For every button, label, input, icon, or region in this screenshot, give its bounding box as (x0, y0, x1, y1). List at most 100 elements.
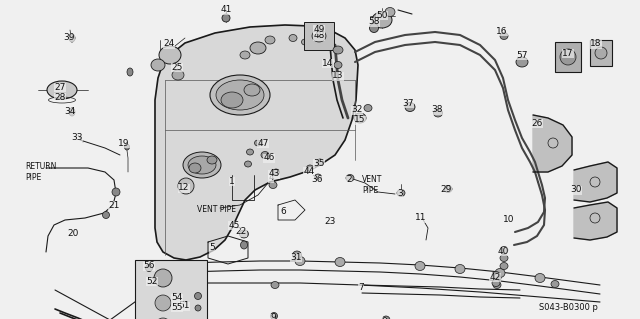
Ellipse shape (151, 59, 165, 71)
Ellipse shape (112, 188, 120, 196)
Ellipse shape (271, 313, 278, 319)
Ellipse shape (172, 70, 184, 80)
Text: 51: 51 (179, 301, 189, 310)
Text: 36: 36 (311, 174, 323, 183)
Text: 12: 12 (179, 183, 189, 192)
Ellipse shape (261, 152, 269, 159)
Ellipse shape (433, 109, 442, 117)
Ellipse shape (535, 273, 545, 283)
Text: 47: 47 (257, 138, 269, 147)
Ellipse shape (250, 42, 266, 54)
Text: 7: 7 (358, 283, 364, 292)
Ellipse shape (207, 156, 217, 164)
Text: 44: 44 (303, 167, 315, 175)
Ellipse shape (145, 264, 152, 271)
Ellipse shape (493, 281, 501, 288)
Ellipse shape (312, 30, 326, 42)
Ellipse shape (444, 186, 452, 192)
Ellipse shape (265, 36, 275, 44)
Ellipse shape (500, 247, 508, 254)
Ellipse shape (493, 275, 501, 281)
Text: 39: 39 (63, 33, 75, 41)
Ellipse shape (346, 174, 354, 182)
Ellipse shape (69, 34, 75, 42)
Text: 40: 40 (497, 247, 509, 256)
Text: 46: 46 (263, 153, 275, 162)
Ellipse shape (516, 57, 528, 67)
Ellipse shape (333, 46, 343, 54)
Ellipse shape (595, 47, 607, 59)
Ellipse shape (47, 81, 77, 99)
Text: 34: 34 (64, 108, 76, 116)
Text: VENT PIPE: VENT PIPE (197, 204, 236, 213)
Bar (135, 260, 207, 319)
Ellipse shape (210, 75, 270, 115)
Ellipse shape (241, 241, 248, 249)
Ellipse shape (154, 269, 172, 287)
Ellipse shape (500, 255, 508, 262)
Text: 58: 58 (368, 18, 380, 26)
Ellipse shape (221, 92, 243, 108)
Polygon shape (574, 202, 617, 240)
Bar (555, 42, 581, 72)
Ellipse shape (273, 169, 280, 175)
Ellipse shape (301, 39, 308, 45)
Bar (590, 40, 612, 66)
Ellipse shape (385, 8, 395, 17)
Text: 18: 18 (590, 40, 602, 48)
Ellipse shape (307, 165, 314, 171)
Text: 33: 33 (71, 132, 83, 142)
Ellipse shape (295, 256, 305, 265)
Text: 19: 19 (118, 138, 130, 147)
Text: 26: 26 (531, 118, 543, 128)
Ellipse shape (495, 269, 505, 278)
Text: 24: 24 (163, 40, 175, 48)
Ellipse shape (127, 68, 133, 76)
Ellipse shape (69, 108, 75, 116)
Ellipse shape (188, 156, 216, 174)
Ellipse shape (405, 102, 415, 112)
Ellipse shape (292, 251, 301, 259)
Ellipse shape (125, 144, 129, 150)
Text: 13: 13 (332, 71, 344, 80)
Ellipse shape (159, 46, 181, 64)
Text: 37: 37 (403, 99, 413, 108)
Ellipse shape (500, 33, 508, 40)
Ellipse shape (492, 271, 500, 278)
Text: 5: 5 (209, 243, 215, 253)
Ellipse shape (551, 280, 559, 287)
Text: 3: 3 (397, 189, 403, 197)
Text: 55: 55 (172, 302, 183, 311)
Ellipse shape (415, 262, 425, 271)
Text: 23: 23 (324, 218, 336, 226)
Text: 21: 21 (108, 201, 120, 210)
Text: 27: 27 (54, 83, 66, 92)
Text: 16: 16 (496, 26, 508, 35)
Text: 8: 8 (381, 316, 387, 319)
Text: VENT
PIPE: VENT PIPE (362, 175, 382, 195)
Ellipse shape (289, 34, 297, 41)
Ellipse shape (102, 211, 109, 219)
Ellipse shape (155, 318, 171, 319)
Ellipse shape (271, 281, 279, 288)
Text: 2: 2 (346, 175, 352, 184)
Bar (304, 22, 334, 50)
Ellipse shape (397, 189, 405, 197)
Text: 22: 22 (236, 227, 246, 236)
Text: 41: 41 (220, 5, 232, 14)
Ellipse shape (189, 163, 201, 173)
Text: 52: 52 (147, 277, 157, 286)
Polygon shape (155, 25, 358, 260)
Ellipse shape (240, 51, 250, 59)
Text: 35: 35 (313, 159, 324, 167)
Ellipse shape (369, 24, 378, 33)
Polygon shape (533, 115, 572, 172)
Text: 28: 28 (54, 93, 66, 101)
Text: 25: 25 (172, 63, 182, 71)
Text: 30: 30 (570, 186, 582, 195)
Ellipse shape (155, 295, 171, 311)
Ellipse shape (244, 84, 260, 96)
Ellipse shape (222, 14, 230, 22)
Ellipse shape (183, 152, 221, 178)
Ellipse shape (239, 230, 248, 238)
